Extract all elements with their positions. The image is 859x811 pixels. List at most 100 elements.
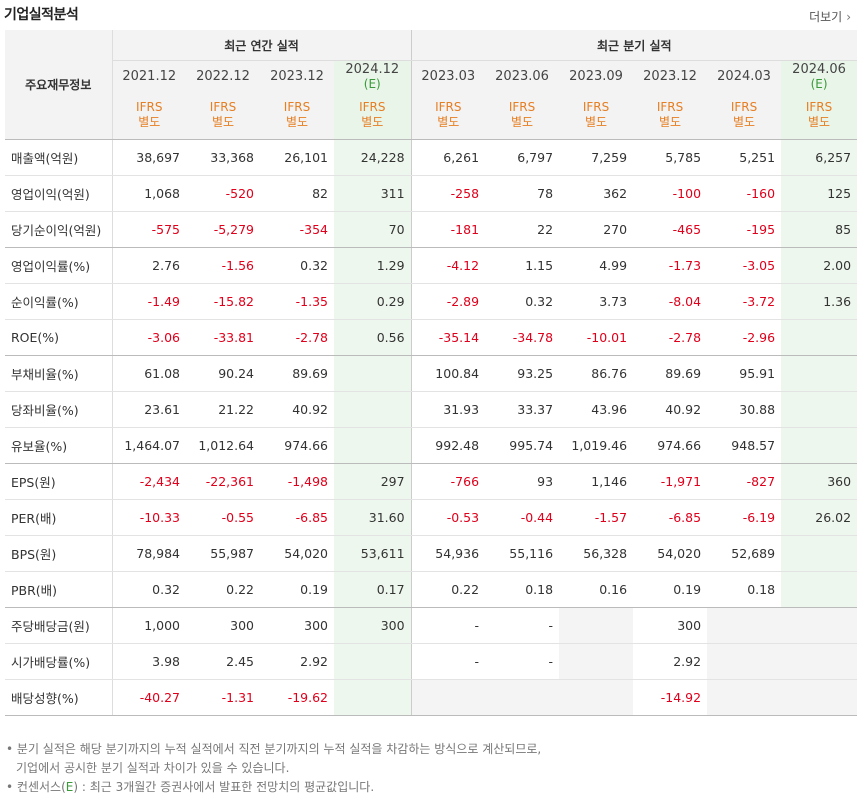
table-cell: -40.27 [112, 679, 186, 716]
table-cell [559, 679, 634, 716]
table-cell: -1,971 [633, 463, 708, 500]
table-row: 당기순이익(억원) -575 -5,279 -354 70 -181 22 270 -465 -1… [5, 211, 858, 248]
table-cell: 7,259 [559, 139, 634, 176]
period-label: 2023.12 [643, 68, 697, 84]
table-cell: 0.29 [334, 283, 412, 320]
footnote-quarterly: • 분기 실적은 해당 분기까지의 누적 실적에서 직전 분기까지의 누적 실적… [6, 742, 542, 756]
basis-label: 별도 [211, 115, 235, 129]
estimate-mark: E [65, 780, 74, 794]
section-header: 기업실적분석 더보기 › [0, 0, 859, 32]
row-label: 영업이익률(%) [5, 247, 113, 284]
table-cell: 0.19 [633, 571, 708, 608]
table-row: 주당배당금(원) 1,000 300 300 300- -300 [5, 607, 858, 644]
table-cell: -33.81 [186, 319, 260, 356]
section-title: 기업실적분석 [4, 7, 79, 23]
ifrs-label: IFRS [435, 100, 462, 114]
table-row: 순이익률(%) -1.49 -15.82 -1.35 0.29 -2.89 0.32 3.73… [5, 283, 858, 320]
table-cell: 300 [334, 607, 412, 644]
header-row-groups: 주요재무정보 최근 연간 실적 최근 분기 실적 [5, 30, 858, 140]
ifrs-label: IFRS [656, 100, 684, 114]
table-cell: 125 [781, 175, 858, 212]
table-cell: 93 [485, 463, 560, 500]
table-cell: -2.78 [633, 319, 708, 356]
table-cell: -2,434 [112, 463, 186, 500]
table-cell: 90.24 [186, 355, 260, 392]
table-row: 부채비율(%) 61.08 90.24 89.69 100.84 93.25 86.76 89… [5, 355, 858, 392]
table-row: 당좌비율(%) 23.61 21.22 40.92 31.93 33.37 43.96 40.… [5, 391, 858, 428]
table-cell: 24,228 [334, 139, 412, 176]
table-cell: -354 [260, 211, 334, 248]
period-header: 2022.12 [186, 60, 260, 91]
footnotes: • 분기 실적은 해당 분기까지의 누적 실적에서 직전 분기까지의 누적 실적… [6, 740, 541, 797]
row-label: 시가배당률(%) [5, 643, 113, 680]
table-row: 유보율(%) 1,464.07 1,012.64 974.66 992.48 995.74… [5, 427, 858, 464]
table-cell: 270 [559, 211, 634, 248]
more-link[interactable]: 더보기 › [809, 8, 851, 25]
table-cell: 26.02 [781, 499, 858, 536]
table-cell: 31.60 [334, 499, 412, 536]
row-label: 당좌비율(%) [5, 391, 113, 428]
table-cell: 1.15 [485, 247, 560, 284]
table-cell: -1,498 [260, 463, 334, 500]
row-label: 매출액(억원) [5, 139, 113, 176]
table-cell: 56,328 [559, 535, 634, 572]
table-cell: 33,368 [186, 139, 260, 176]
table-cell: 55,116 [485, 535, 560, 572]
table-cell: 1,464.07 [112, 427, 186, 464]
table-cell: -2.96 [707, 319, 782, 356]
table-cell: -465 [633, 211, 708, 248]
financial-summary-table: 주요재무정보 최근 연간 실적 최근 분기 실적 2021.12 2022.12 2023… [5, 30, 858, 716]
table-cell [334, 355, 412, 392]
table-cell: 30.88 [707, 391, 782, 428]
table-cell: 0.16 [559, 571, 634, 608]
table-cell: -0.53 [411, 499, 486, 536]
table-cell: -1.57 [559, 499, 634, 536]
basis-label: 별도 [138, 115, 161, 129]
table-cell: -6.85 [260, 499, 334, 536]
period-label: 2024.12 [345, 61, 400, 77]
table-cell: 1,146 [559, 463, 634, 500]
table-cell: 53,611 [334, 535, 412, 572]
footnote-text-3a: 컨센서스( [16, 780, 66, 794]
table-cell: -3.06 [112, 319, 186, 356]
table-cell: 21.22 [186, 391, 260, 428]
basis-label: 별도 [437, 115, 460, 129]
table-cell [707, 643, 782, 680]
table-cell: 360 [781, 463, 858, 500]
table-cell: 6,257 [781, 139, 858, 176]
table-cell: 26,101 [260, 139, 334, 176]
table-cell: 40.92 [260, 391, 334, 428]
table-row: 매출액(억원) 38,697 33,368 26,101 24,228 6,261 6,79… [5, 139, 858, 176]
table-cell: 93.25 [485, 355, 560, 392]
basis-label: 별도 [361, 115, 384, 129]
period-label: 2023.12 [270, 68, 324, 84]
table-row: BPS(원) 78,984 55,987 54,020 53,611 54,936 55,1… [5, 535, 858, 572]
table-cell: 78 [485, 175, 560, 212]
quarterly-group-header: 최근 분기 실적 [411, 30, 858, 61]
table-cell: 0.18 [485, 571, 560, 608]
table-cell [334, 643, 412, 680]
table-cell [334, 679, 412, 716]
table-cell: 0.22 [186, 571, 260, 608]
table-cell [781, 643, 858, 680]
table-cell: 6,797 [485, 139, 560, 176]
table-cell: -195 [707, 211, 782, 248]
table-cell: 22 [485, 211, 560, 248]
table-cell: 2.45 [186, 643, 260, 680]
period-label: 2021.12 [122, 68, 177, 84]
accounting-standard: IFRS 별도 [485, 91, 560, 140]
table-cell: -0.55 [186, 499, 260, 536]
table-cell: 2.92 [633, 643, 708, 680]
row-label: BPS(원) [5, 535, 113, 572]
period-label: 2023.09 [569, 68, 623, 84]
table-cell: 54,936 [411, 535, 486, 572]
table-cell: 297 [334, 463, 412, 500]
table-cell: 300 [633, 607, 708, 644]
table-cell: -5,279 [186, 211, 260, 248]
period-header: 2024.03 [707, 60, 782, 91]
table-cell: -14.92 [633, 679, 708, 716]
table-cell [781, 607, 858, 644]
table-cell [707, 679, 782, 716]
table-cell: 995.74 [485, 427, 560, 464]
period-header: 2023.03 [411, 60, 486, 91]
